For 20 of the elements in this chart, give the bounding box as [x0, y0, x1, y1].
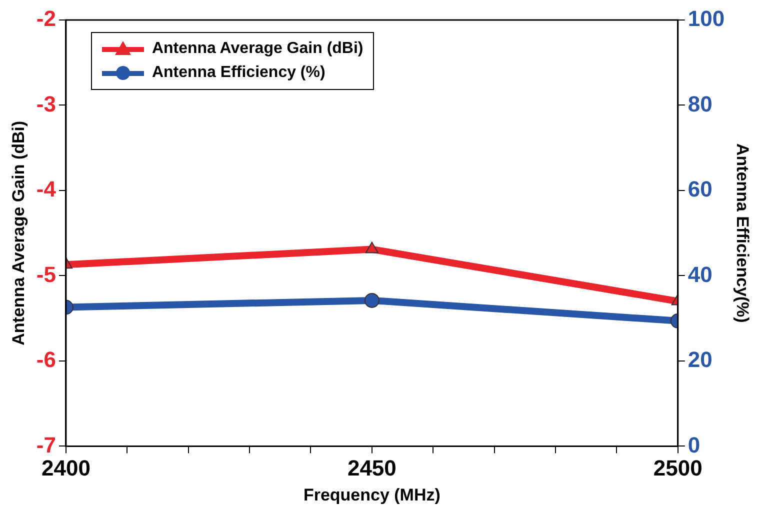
legend-label: Antenna Average Gain (dBi)	[152, 40, 364, 58]
y2-axis-title: Antenna Efficiency(%)	[733, 143, 752, 323]
y2-tick-label: 20	[688, 347, 712, 372]
y-tick-label: -7	[36, 432, 56, 458]
y-tick-label: -3	[36, 91, 56, 116]
y2-tick-label: 40	[688, 262, 712, 287]
y2-tick-label: 80	[688, 91, 712, 116]
y-tick-label: -5	[36, 262, 56, 287]
y2-tick-label: 100	[688, 6, 725, 32]
y-axis-title: Antenna Average Gain (dBi)	[8, 120, 28, 346]
x-tick-label: 2500	[653, 455, 702, 480]
y-tick-label: -2	[36, 6, 56, 32]
x-axis-title: Frequency (MHz)	[303, 485, 440, 504]
x-tick-label: 2450	[347, 455, 396, 480]
legend-label: Antenna Efficiency (%)	[152, 64, 326, 82]
y-tick-label: -4	[36, 176, 57, 202]
y-tick-label: -6	[36, 347, 56, 372]
y2-tick-label: 60	[688, 176, 712, 202]
x-tick-label: 2400	[41, 455, 90, 480]
y2-tick-label: 0	[688, 432, 700, 458]
